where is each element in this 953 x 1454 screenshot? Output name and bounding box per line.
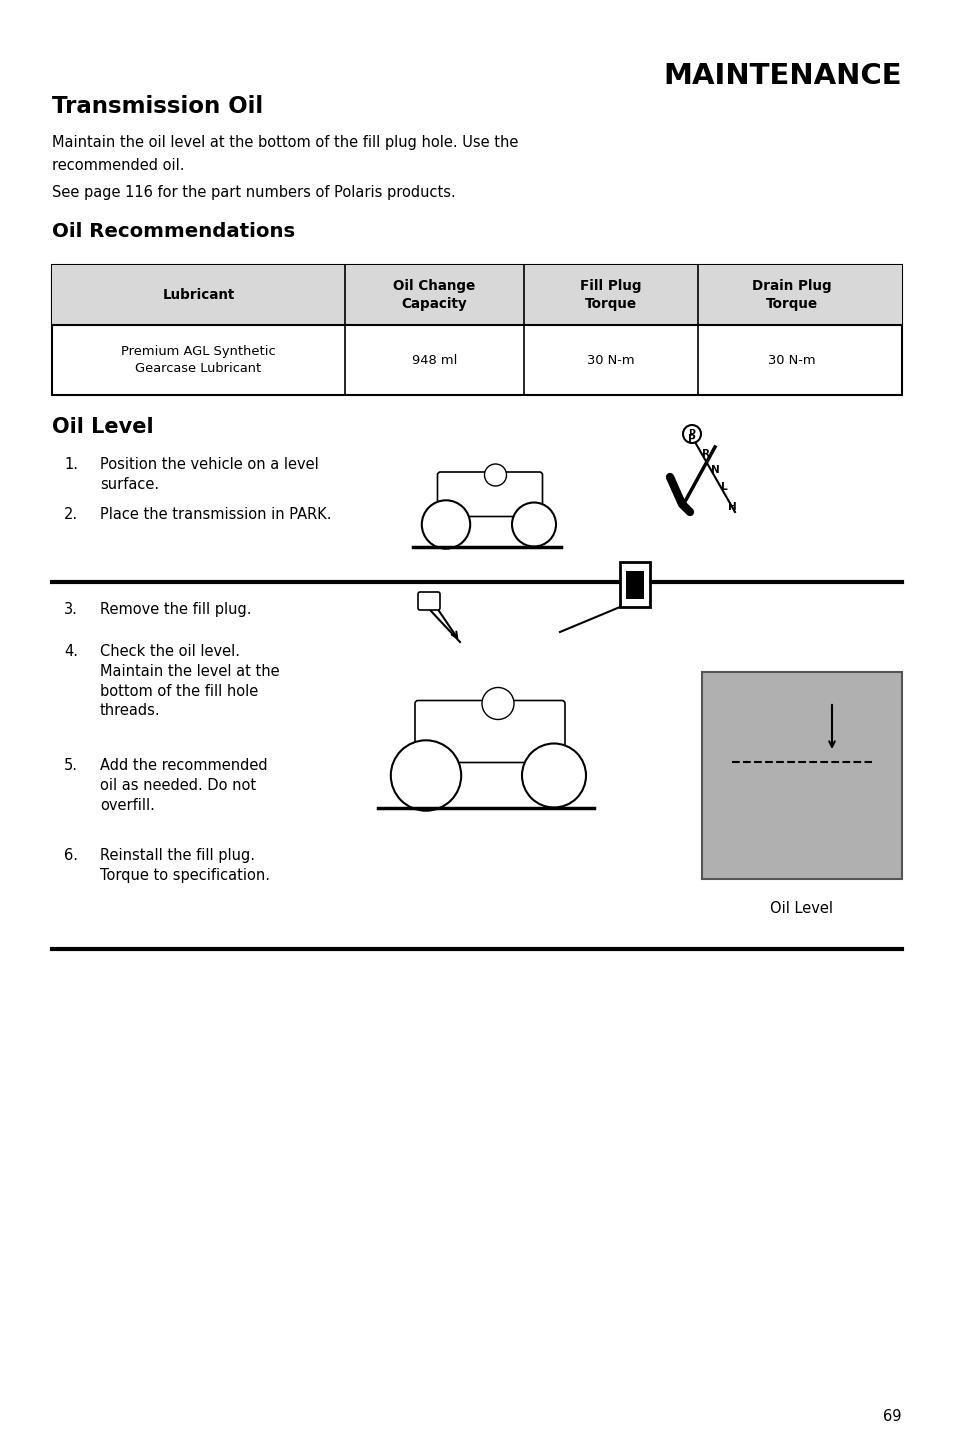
Text: 2.: 2. — [64, 507, 78, 522]
Text: R: R — [701, 449, 709, 459]
Text: 30 N-m: 30 N-m — [767, 353, 815, 366]
Bar — [619, 563, 649, 606]
Text: recommended oil.: recommended oil. — [52, 158, 184, 173]
Text: 948 ml: 948 ml — [412, 353, 456, 366]
Text: P: P — [687, 433, 695, 443]
Circle shape — [391, 740, 460, 811]
Text: L: L — [720, 481, 726, 491]
Text: 4.: 4. — [64, 644, 78, 659]
Text: H: H — [727, 502, 736, 512]
Circle shape — [421, 500, 470, 548]
Text: 1.: 1. — [64, 457, 78, 473]
Text: 30 N-m: 30 N-m — [586, 353, 634, 366]
Text: Reinstall the fill plug.
Torque to specification.: Reinstall the fill plug. Torque to speci… — [100, 848, 270, 883]
Text: Remove the fill plug.: Remove the fill plug. — [100, 602, 252, 616]
Text: Oil Recommendations: Oil Recommendations — [52, 222, 294, 241]
Bar — [52, 265, 901, 326]
Circle shape — [512, 503, 556, 547]
Circle shape — [521, 743, 585, 807]
Bar — [625, 571, 643, 599]
Text: MAINTENANCE: MAINTENANCE — [662, 63, 901, 90]
Text: Check the oil level.
Maintain the level at the
bottom of the fill hole
threads.: Check the oil level. Maintain the level … — [100, 644, 279, 718]
Text: Oil Change
Capacity: Oil Change Capacity — [393, 279, 476, 311]
Text: Position the vehicle on a level
surface.: Position the vehicle on a level surface. — [100, 457, 318, 491]
Text: Place the transmission in PARK.: Place the transmission in PARK. — [100, 507, 331, 522]
Text: 6.: 6. — [64, 848, 78, 864]
Circle shape — [682, 425, 700, 443]
Text: Drain Plug
Torque: Drain Plug Torque — [751, 279, 830, 311]
Text: P: P — [688, 429, 695, 439]
Text: Lubricant: Lubricant — [162, 288, 234, 302]
FancyBboxPatch shape — [437, 473, 542, 516]
FancyBboxPatch shape — [415, 701, 564, 762]
Bar — [701, 672, 901, 880]
FancyBboxPatch shape — [417, 592, 439, 611]
Text: N: N — [710, 465, 719, 475]
Text: See page 116 for the part numbers of Polaris products.: See page 116 for the part numbers of Pol… — [52, 185, 456, 201]
Text: Fill Plug
Torque: Fill Plug Torque — [579, 279, 641, 311]
Text: 3.: 3. — [64, 602, 78, 616]
Text: 5.: 5. — [64, 758, 78, 774]
Text: Oil Level: Oil Level — [770, 901, 833, 916]
Text: Premium AGL Synthetic
Gearcase Lubricant: Premium AGL Synthetic Gearcase Lubricant — [121, 346, 275, 375]
Text: 69: 69 — [882, 1409, 901, 1423]
Text: Oil Level: Oil Level — [52, 417, 153, 438]
Bar — [52, 265, 901, 395]
Text: Add the recommended
oil as needed. Do not
overfill.: Add the recommended oil as needed. Do no… — [100, 758, 268, 813]
Text: Maintain the oil level at the bottom of the fill plug hole. Use the: Maintain the oil level at the bottom of … — [52, 135, 517, 150]
Circle shape — [481, 688, 514, 720]
Circle shape — [484, 464, 506, 486]
Text: Transmission Oil: Transmission Oil — [52, 95, 263, 118]
